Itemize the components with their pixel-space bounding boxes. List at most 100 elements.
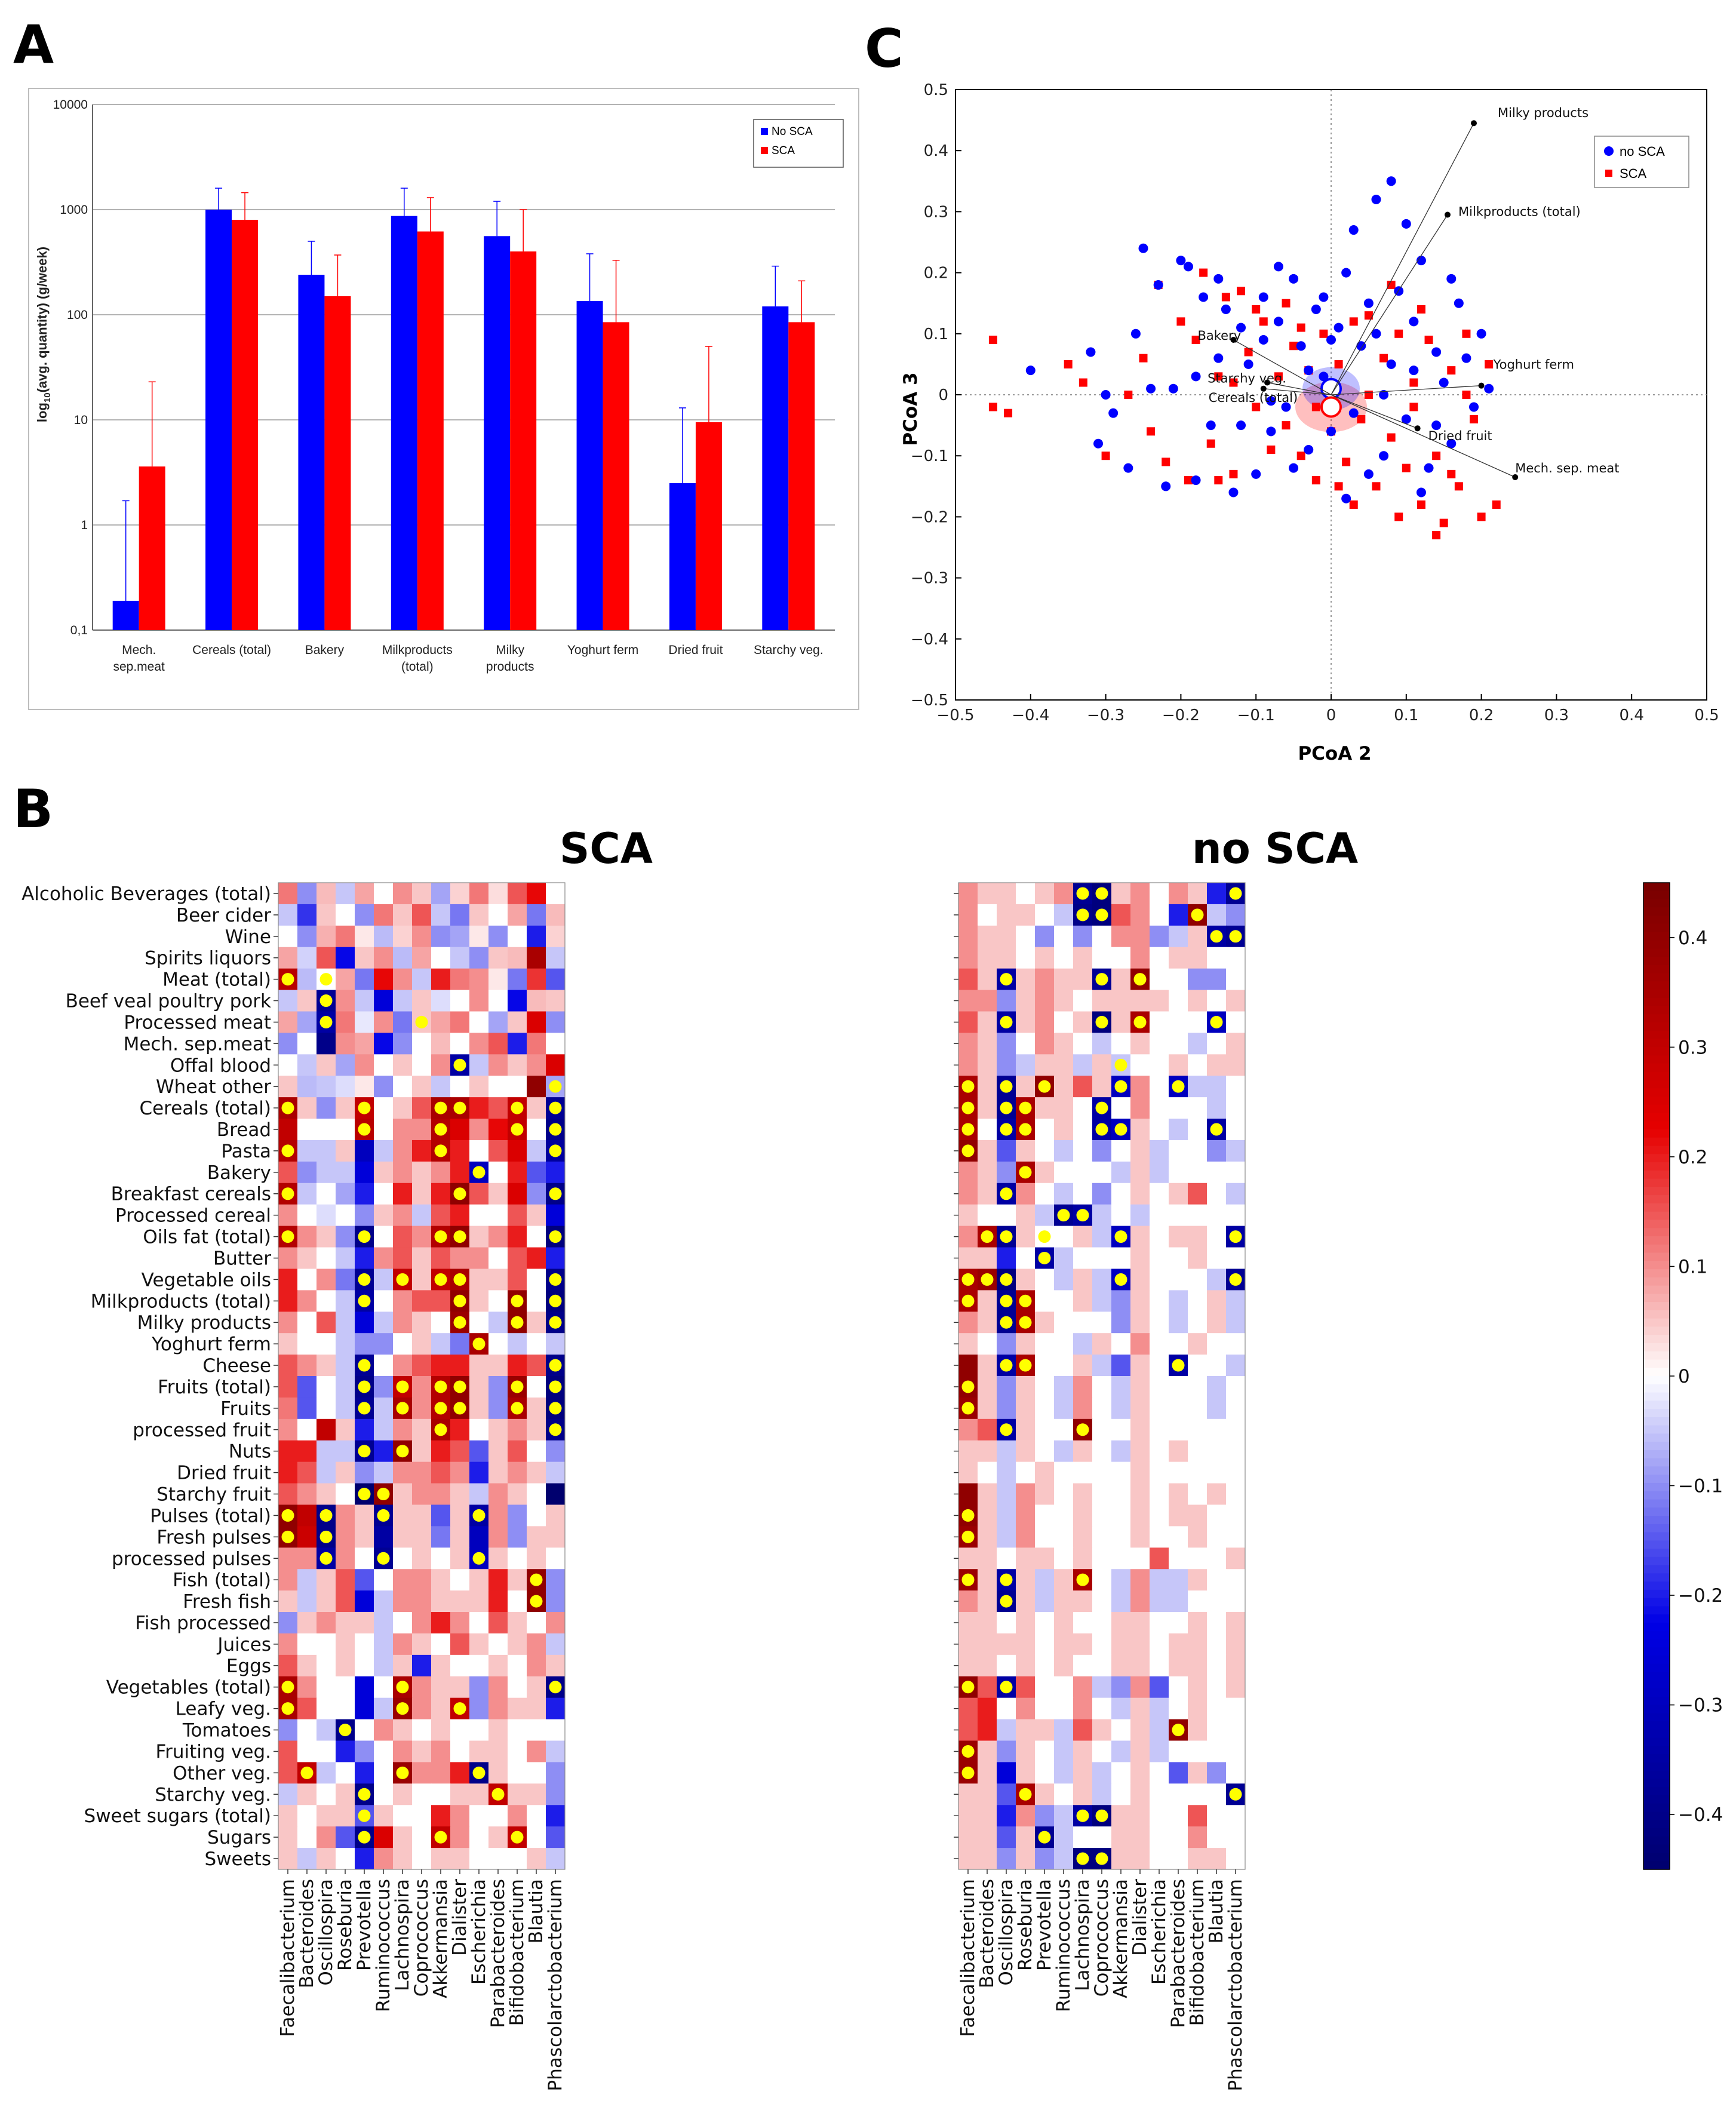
colorbar-step xyxy=(1643,1203,1670,1212)
heat-cell xyxy=(374,1312,394,1334)
heat-cell xyxy=(978,1783,997,1805)
heat-cell xyxy=(469,1269,489,1291)
heat-cell xyxy=(317,883,336,905)
heat-cell xyxy=(1054,904,1074,926)
significance-dot xyxy=(358,1488,371,1501)
colorbar-step xyxy=(1643,1326,1670,1335)
legend-box xyxy=(753,119,844,168)
heat-cell xyxy=(1169,968,1188,991)
heat-cell xyxy=(1150,1612,1169,1634)
heat-cell xyxy=(978,1762,997,1784)
heat-cell xyxy=(1111,1333,1131,1355)
point-no-sca xyxy=(1326,426,1336,437)
colorbar-step xyxy=(1643,1170,1670,1180)
heat-cell xyxy=(412,1418,432,1441)
heat-cell xyxy=(1073,1226,1093,1248)
significance-dot xyxy=(1019,1316,1032,1329)
heat-cell xyxy=(1016,883,1036,905)
heat-cell xyxy=(488,1719,508,1742)
heat-cell xyxy=(1035,1161,1055,1184)
colorbar-step xyxy=(1643,916,1670,925)
colorbar-step xyxy=(1643,1746,1670,1755)
heat-cell xyxy=(278,1612,298,1634)
significance-dot xyxy=(453,1402,466,1415)
point-sca xyxy=(1454,482,1463,491)
heat-cell xyxy=(469,1183,489,1205)
heat-cell xyxy=(997,1612,1016,1634)
heat-cell xyxy=(317,1654,336,1677)
heat-cell xyxy=(1054,1333,1074,1355)
heat-cell xyxy=(450,1483,470,1505)
heat-cell xyxy=(546,1719,566,1742)
colorbar-step xyxy=(1643,1022,1670,1031)
heat-cell xyxy=(1035,1504,1055,1527)
legend-label-sca: SCA xyxy=(1620,166,1647,181)
heat-cell xyxy=(431,1676,451,1699)
heat-cell xyxy=(546,1783,566,1805)
significance-dot xyxy=(961,1402,975,1415)
heat-cell xyxy=(1035,1097,1055,1119)
colorbar-step xyxy=(1643,1252,1670,1261)
bar-sca-milkproducts-total xyxy=(417,231,444,630)
loading-vector-bakery xyxy=(1233,339,1332,395)
heat-cell xyxy=(336,883,355,905)
heat-cell xyxy=(1169,1483,1188,1505)
heat-cell xyxy=(488,1076,508,1098)
point-no-sca xyxy=(1266,396,1276,406)
point-sca xyxy=(1162,457,1170,466)
y-tick-label: −0.4 xyxy=(911,631,948,649)
heat-cell xyxy=(1207,1140,1227,1162)
point-no-sca xyxy=(1273,262,1283,272)
heat-cell xyxy=(317,1355,336,1377)
loading-vector-tip xyxy=(1264,379,1271,386)
column-label-roseburia: Roseburia xyxy=(1015,1879,1036,1971)
row-label-cheese: Cheese xyxy=(202,1355,271,1377)
heat-cell xyxy=(431,947,451,969)
heat-cell xyxy=(1073,925,1093,948)
heat-cell xyxy=(317,1440,336,1463)
heat-cell xyxy=(997,1033,1016,1055)
point-sca xyxy=(1357,414,1366,423)
heat-cell xyxy=(374,1612,394,1634)
heat-cell xyxy=(1054,1676,1074,1699)
heat-cell xyxy=(488,925,508,948)
heat-cell xyxy=(1111,1290,1131,1312)
significance-dot xyxy=(1038,1251,1051,1264)
heat-cell xyxy=(374,1762,394,1784)
heat-cell xyxy=(1130,1547,1150,1570)
heat-cell xyxy=(1035,1697,1055,1720)
heat-cell xyxy=(1016,1740,1036,1762)
heat-cell xyxy=(450,1119,470,1141)
panel-letter-c: C xyxy=(865,18,904,79)
heat-cell xyxy=(1169,1612,1188,1634)
heat-cell xyxy=(508,1418,527,1441)
point-sca xyxy=(1349,500,1358,509)
heat-cell xyxy=(1016,968,1036,991)
point-sca xyxy=(1477,512,1486,521)
heat-cell xyxy=(450,1418,470,1441)
y-tick-label: −0.3 xyxy=(911,570,948,588)
heat-cell xyxy=(374,1805,394,1827)
heat-cell xyxy=(1016,1397,1036,1420)
significance-dot xyxy=(1019,1294,1032,1307)
heat-cell xyxy=(1111,1697,1131,1720)
x-tick-label: 0.4 xyxy=(1620,707,1644,724)
heat-cell xyxy=(297,1805,317,1827)
heat-cell xyxy=(355,1590,374,1613)
colorbar-step xyxy=(1643,1656,1670,1665)
heat-cell xyxy=(1207,1355,1227,1377)
heat-cell xyxy=(1111,1183,1131,1205)
bar-sca-mech-sep-meat xyxy=(139,466,165,630)
heat-cell xyxy=(527,1676,546,1699)
heat-cell xyxy=(546,1612,566,1634)
heat-cell xyxy=(1016,925,1036,948)
heat-cell xyxy=(278,1397,298,1420)
heat-cell xyxy=(393,1418,413,1441)
heat-cell xyxy=(469,883,489,905)
colorbar-step xyxy=(1643,1828,1670,1837)
loading-vector-mech-sep-meat xyxy=(1331,394,1516,478)
heat-cell xyxy=(488,1119,508,1141)
heat-cell xyxy=(374,1397,394,1420)
heat-cell xyxy=(1054,1612,1074,1634)
x-tick-label: Starchy veg. xyxy=(754,643,824,657)
